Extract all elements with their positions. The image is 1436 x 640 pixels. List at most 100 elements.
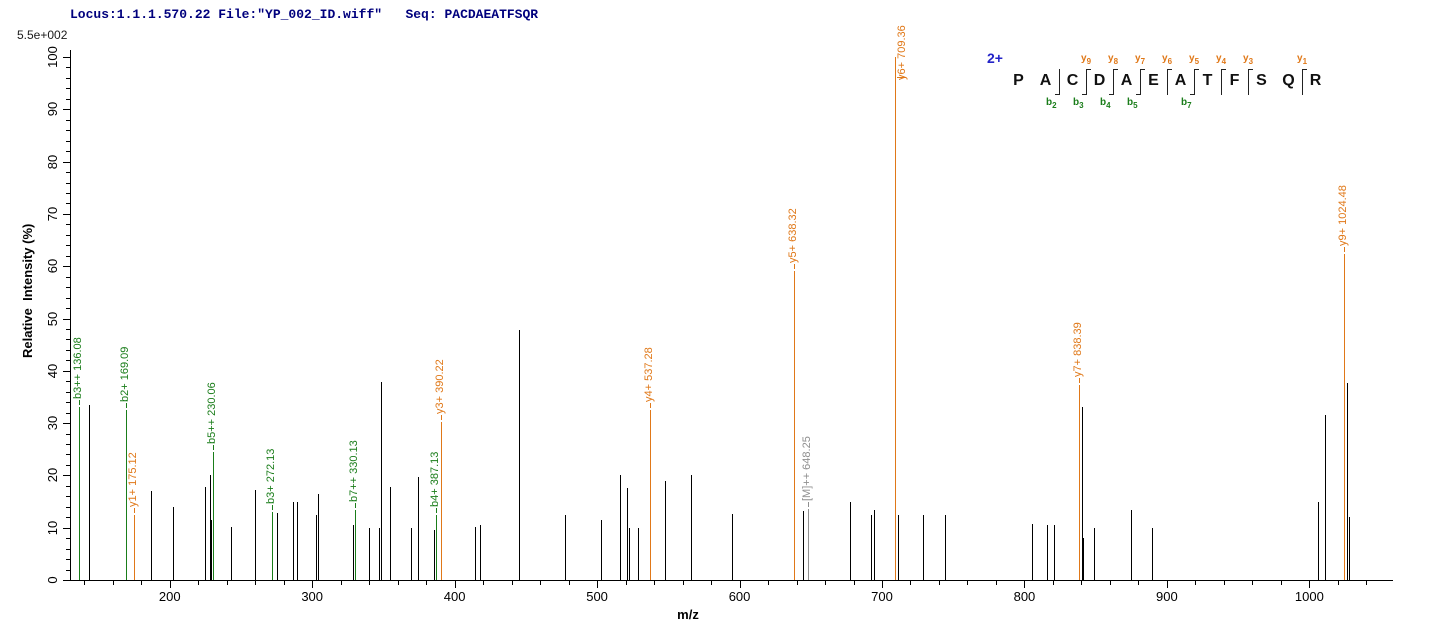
peak-label-connector	[125, 403, 127, 409]
spectrum-peak	[690, 474, 692, 580]
y-minor-tick	[66, 255, 70, 257]
y-major-tick	[63, 580, 70, 581]
locus-header: Locus:1.1.1.570.22 File:"YP_002_ID.wiff"…	[70, 7, 539, 22]
peak-annotation: b5++ 230.06	[205, 382, 218, 444]
spectrum-peak	[276, 513, 278, 580]
x-minor-tick	[1337, 581, 1339, 585]
x-minor-tick	[625, 581, 627, 585]
spectrum-peak	[1047, 525, 1049, 580]
x-minor-tick	[568, 581, 570, 585]
x-tick-label: 300	[301, 589, 324, 604]
spectrum-peak	[519, 330, 521, 580]
y-major-tick	[63, 57, 70, 58]
spectrum-peak	[895, 57, 897, 580]
spectrum-peak	[944, 514, 946, 580]
spectrum-peak	[850, 501, 852, 580]
x-minor-tick	[711, 581, 713, 585]
x-tick-label: 800	[1013, 589, 1036, 604]
spectrum-peak	[209, 475, 211, 580]
b-ion-label: b2	[1046, 97, 1057, 110]
y-tick-label: 50	[45, 311, 60, 326]
spectrum-peak	[897, 515, 899, 580]
x-minor-tick	[1252, 581, 1254, 585]
spectrum-peak	[272, 512, 274, 580]
ion-letter: y	[1216, 53, 1222, 64]
cleavage-mark-bottom-hook	[1055, 94, 1060, 95]
x-minor-tick	[1081, 581, 1083, 585]
x-major-tick	[169, 581, 171, 588]
b-ion-label: b4	[1100, 97, 1111, 110]
cleavage-mark	[1086, 69, 1087, 95]
y-axis-title: Relative Intensity (%)	[20, 223, 35, 358]
x-tick-label: 400	[443, 589, 466, 604]
x-major-tick	[739, 581, 741, 588]
x-minor-tick	[540, 581, 542, 585]
spectrum-peak	[808, 509, 810, 580]
cleavage-mark-bottom-hook	[1136, 94, 1141, 95]
y-minor-tick	[66, 381, 70, 383]
x-minor-tick	[682, 581, 684, 585]
y-major-tick	[63, 370, 70, 372]
peptide-residue: Q	[1282, 72, 1295, 89]
y-minor-tick	[66, 506, 70, 508]
x-minor-tick	[1280, 581, 1282, 585]
y-major-tick	[63, 475, 70, 477]
cleavage-mark	[1113, 69, 1114, 95]
spectrum-peak	[1083, 538, 1085, 580]
spectrum-peak	[205, 487, 207, 580]
ion-number: 7	[1140, 57, 1146, 66]
y-major-tick	[63, 161, 70, 163]
spectrum-peak	[417, 476, 419, 580]
y-minor-tick	[66, 464, 70, 466]
y-minor-tick	[66, 182, 70, 184]
cleavage-mark	[1059, 69, 1060, 95]
y-minor-tick	[66, 308, 70, 310]
y-minor-tick	[66, 287, 70, 289]
ion-letter: y	[1189, 53, 1195, 64]
ion-number: 6	[1167, 57, 1173, 66]
x-minor-tick	[995, 581, 997, 585]
b-ion-label: b3	[1073, 97, 1084, 110]
ion-letter: y	[1297, 53, 1303, 64]
y-minor-tick	[66, 433, 70, 435]
cleavage-mark-top-hook	[1140, 69, 1145, 70]
cleavage-mark	[1221, 69, 1222, 95]
x-axis-line	[70, 580, 1393, 581]
y-major-tick	[63, 527, 70, 529]
x-axis-title: m/z	[677, 607, 699, 622]
ion-letter: y	[1162, 53, 1168, 64]
spectrum-peak	[1344, 253, 1346, 580]
y-tick-label: 40	[45, 363, 60, 379]
x-major-tick	[1166, 581, 1168, 588]
y-major-tick	[63, 266, 70, 268]
y-minor-tick	[66, 88, 70, 90]
peptide-residue: F	[1229, 72, 1240, 89]
x-minor-tick	[483, 581, 485, 585]
ion-number: 8	[1113, 57, 1119, 66]
spectrum-peak	[318, 494, 320, 580]
peak-annotation: y4+ 537.28	[643, 347, 656, 403]
spectrum-peak	[873, 509, 875, 580]
y-ion-label: y5	[1189, 53, 1199, 66]
y-minor-tick	[66, 77, 70, 79]
cleavage-mark-top-hook	[1302, 69, 1307, 70]
y-tick-label: 80	[45, 154, 60, 169]
ion-number: 7	[1187, 101, 1192, 110]
spectrum-peak	[731, 514, 733, 580]
y-minor-tick	[66, 328, 70, 330]
ion-letter: y	[1243, 53, 1249, 64]
peptide-residue: D	[1093, 72, 1106, 89]
cleavage-mark-bottom-hook	[1082, 94, 1087, 95]
ion-number: 3	[1248, 57, 1254, 66]
y-tick-label: 70	[45, 206, 60, 222]
peak-label-connector	[272, 505, 274, 510]
spectrum-peak	[150, 491, 152, 580]
peptide-residue: A	[1174, 72, 1187, 89]
spectrum-peak	[390, 486, 392, 580]
y-major-tick	[63, 423, 70, 425]
spectrum-peak	[474, 527, 476, 580]
peak-label-connector	[436, 508, 438, 514]
x-minor-tick	[1138, 581, 1140, 585]
x-tick-label: 500	[586, 589, 608, 604]
peak-label-connector	[1079, 377, 1081, 383]
